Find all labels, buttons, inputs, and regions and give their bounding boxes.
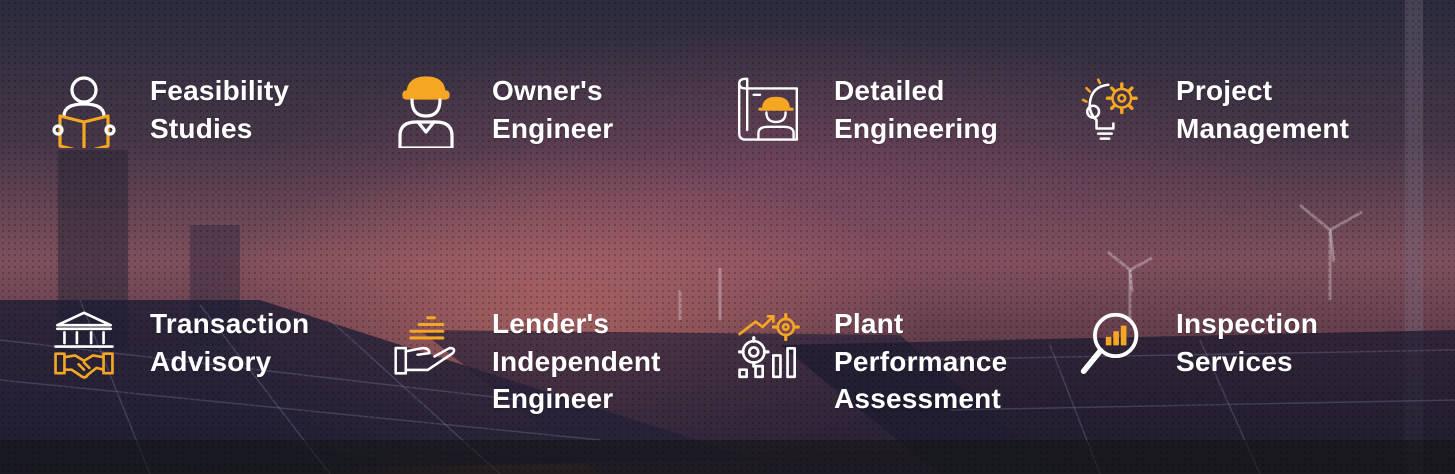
gear-lightbulb-icon: [1078, 72, 1142, 148]
service-label: Detailed Engineering: [834, 75, 998, 144]
service-label: Project Management: [1176, 75, 1350, 144]
building-handshake-icon: [52, 305, 116, 381]
blueprint-engineer-icon: [736, 72, 800, 148]
service-owners-engineer[interactable]: Owner's Engineer: [394, 72, 613, 148]
service-lenders-independent-engineer[interactable]: Lender's Independent Engineer: [394, 305, 661, 418]
reading-person-icon: [52, 72, 116, 148]
service-project-management[interactable]: Project Management: [1078, 72, 1349, 148]
magnifier-chart-icon: [1078, 305, 1142, 381]
service-detailed-engineering[interactable]: Detailed Engineering: [736, 72, 998, 148]
service-label: Inspection Services: [1176, 308, 1319, 377]
service-feasibility-studies[interactable]: Feasibility Studies: [52, 72, 289, 148]
service-plant-performance-assessment[interactable]: Plant Performance Assessment: [736, 305, 1007, 418]
hand-coins-icon: [394, 305, 458, 381]
service-transaction-advisory[interactable]: Transaction Advisory: [52, 305, 309, 381]
service-inspection-services[interactable]: Inspection Services: [1078, 305, 1318, 381]
service-label: Feasibility Studies: [150, 75, 290, 144]
service-label: Transaction Advisory: [150, 308, 310, 377]
engineer-helmet-icon: [394, 72, 458, 148]
service-label: Plant Performance Assessment: [834, 308, 1008, 414]
service-label: Lender's Independent Engineer: [492, 308, 661, 414]
gear-growth-chart-icon: [736, 305, 800, 381]
service-label: Owner's Engineer: [492, 75, 614, 144]
